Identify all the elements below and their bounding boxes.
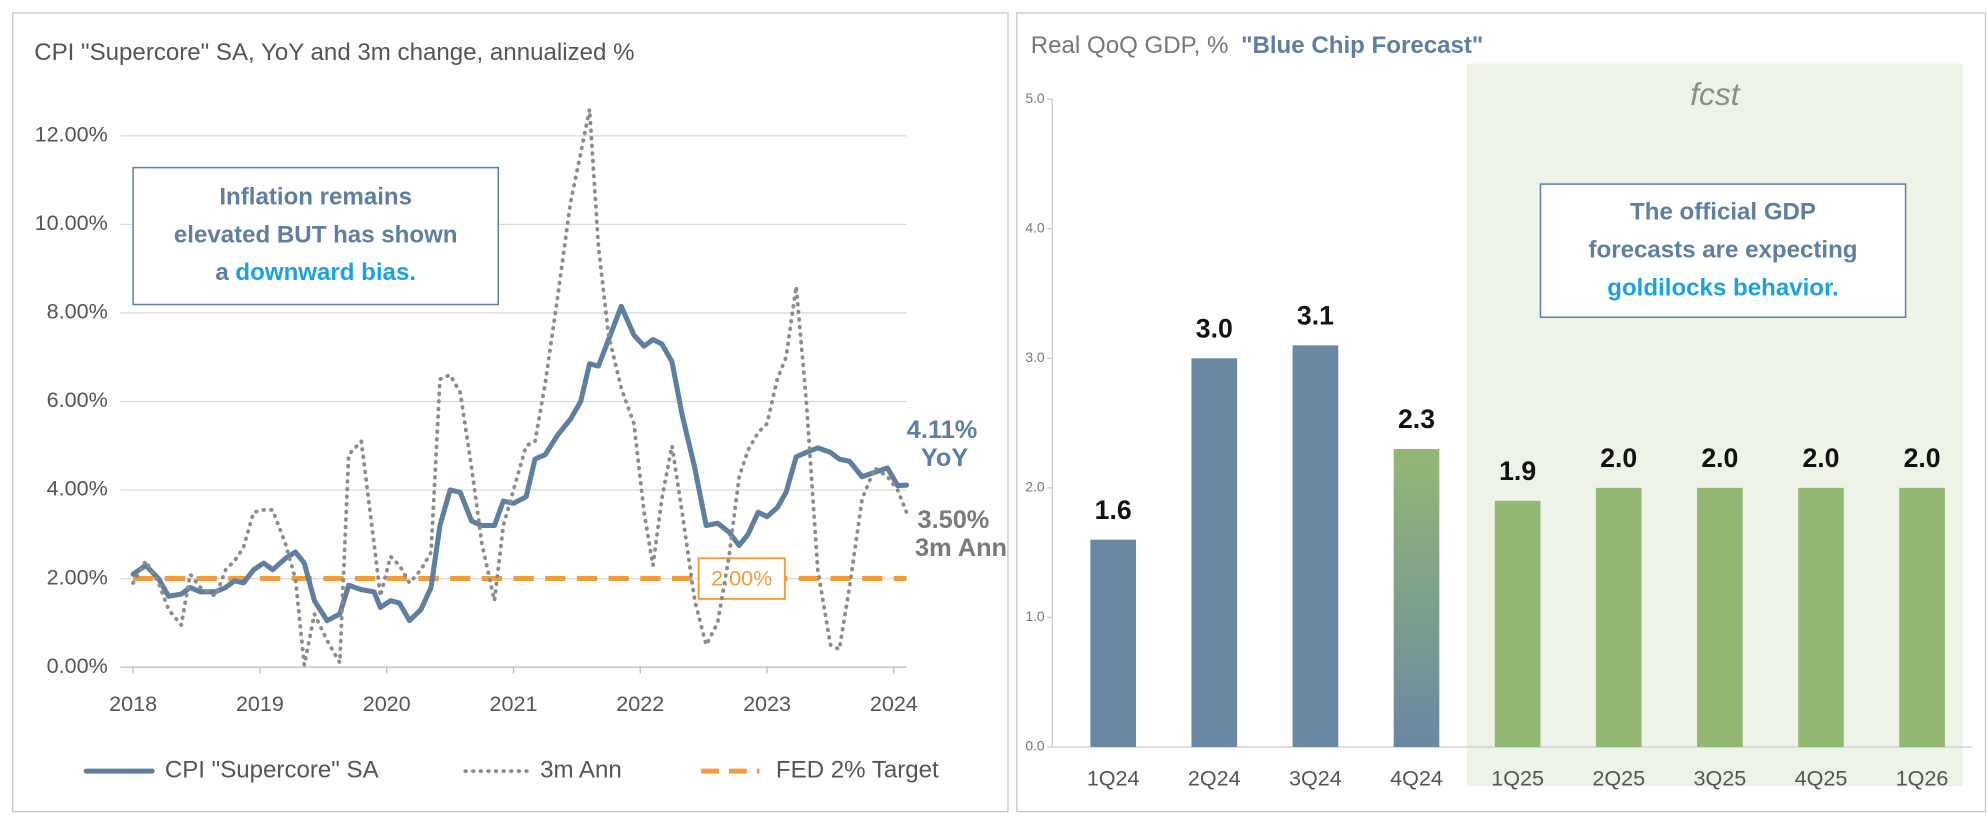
- value-label: 1.6: [1095, 495, 1132, 525]
- target-label: 2.00%: [711, 566, 772, 591]
- x-tick-label: 3Q25: [1693, 766, 1746, 791]
- subtitle: "Blue Chip Forecast": [1241, 33, 1483, 60]
- bar: [1494, 500, 1541, 748]
- annotation-text: a downward bias.: [215, 259, 416, 286]
- value-label: 3.0: [1196, 313, 1233, 343]
- bar: [1798, 487, 1844, 748]
- forecast-label: fcst: [1690, 76, 1740, 112]
- annotation-box: [1539, 183, 1907, 318]
- value-label: 2.0: [1600, 443, 1637, 473]
- annotation-text: Inflation remains: [219, 183, 412, 210]
- y-tick-label: 2.0: [1025, 479, 1045, 495]
- y-tick-label: 4.0: [1025, 219, 1045, 235]
- y-tick-label: 5.0: [1025, 90, 1045, 106]
- x-tick-label: 2021: [490, 691, 538, 716]
- legend-label: FED 2% Target: [776, 756, 939, 783]
- annotation-highlight: downward bias.: [235, 259, 416, 286]
- x-tick-label: 1Q24: [1087, 766, 1140, 791]
- y-tick-label: 10.00%: [35, 210, 108, 235]
- bar: [1697, 487, 1743, 748]
- value-label: 2.0: [1904, 443, 1941, 473]
- y-tick-label: 6.00%: [47, 387, 108, 412]
- annotation-text: elevated BUT has shown: [174, 221, 458, 248]
- x-tick-label: 2019: [236, 691, 284, 716]
- value-label: 2.0: [1701, 443, 1738, 473]
- x-tick-label: 2023: [743, 691, 791, 716]
- value-label: 1.9: [1499, 456, 1536, 486]
- annotation-box: [132, 166, 500, 306]
- y-tick-label: 0.00%: [47, 653, 108, 678]
- annotation-text: forecasts are expecting: [1589, 237, 1858, 264]
- y-tick-label: 1.0: [1025, 608, 1045, 624]
- x-tick-label: 2Q24: [1188, 766, 1241, 791]
- legend-label: CPI "Supercore" SA: [165, 756, 380, 783]
- value-label: 2.0: [1802, 443, 1839, 473]
- x-tick-label: 4Q25: [1795, 766, 1848, 791]
- chart-title: Real QoQ GDP, % "Blue Chip Forecast": [1031, 33, 1484, 60]
- value-label: 2.3: [1398, 404, 1435, 434]
- title: Real QoQ GDP, %: [1031, 33, 1229, 60]
- annotation-text: a: [215, 259, 235, 286]
- x-tick-label: 2022: [616, 691, 664, 716]
- bar: [1090, 539, 1136, 748]
- x-tick-label: 4Q24: [1390, 766, 1443, 791]
- end-caption: YoY: [921, 444, 969, 472]
- value-label: 3.1: [1297, 300, 1334, 330]
- end-label: 4.11%: [907, 416, 977, 444]
- x-tick-label: 1Q26: [1896, 766, 1949, 791]
- y-tick-label: 12.00%: [35, 122, 108, 147]
- bar: [1595, 487, 1642, 748]
- x-tick-label: 2024: [870, 691, 918, 716]
- bar: [1292, 345, 1339, 748]
- end-label: 3.50%: [917, 506, 989, 534]
- annotation-text: The official GDP: [1630, 199, 1816, 226]
- legend-label: 3m Ann: [540, 756, 622, 783]
- x-tick-label: 2018: [109, 691, 157, 716]
- y-tick-label: 0.0: [1025, 738, 1045, 754]
- target-label-box: [697, 557, 786, 600]
- x-tick-label: 1Q25: [1491, 766, 1544, 791]
- x-tick-label: 2020: [363, 691, 411, 716]
- bar: [1899, 487, 1945, 748]
- left-panel: [12, 12, 1009, 813]
- y-tick-label: 4.00%: [47, 476, 108, 501]
- x-tick-label: 2Q25: [1592, 766, 1645, 791]
- y-tick-label: 8.00%: [47, 299, 108, 324]
- annotation-highlight: goldilocks behavior.: [1607, 275, 1838, 302]
- series-line: [131, 107, 909, 667]
- bar: [1393, 448, 1440, 748]
- x-tick-label: 3Q24: [1289, 766, 1342, 791]
- end-caption: 3m Ann: [915, 534, 1007, 562]
- series-line: [130, 303, 910, 624]
- y-tick-label: 2.00%: [47, 564, 108, 589]
- bar: [1191, 358, 1238, 748]
- chart-title: CPI "Supercore" SA, YoY and 3m change, a…: [34, 39, 634, 66]
- y-tick-label: 3.0: [1025, 349, 1045, 365]
